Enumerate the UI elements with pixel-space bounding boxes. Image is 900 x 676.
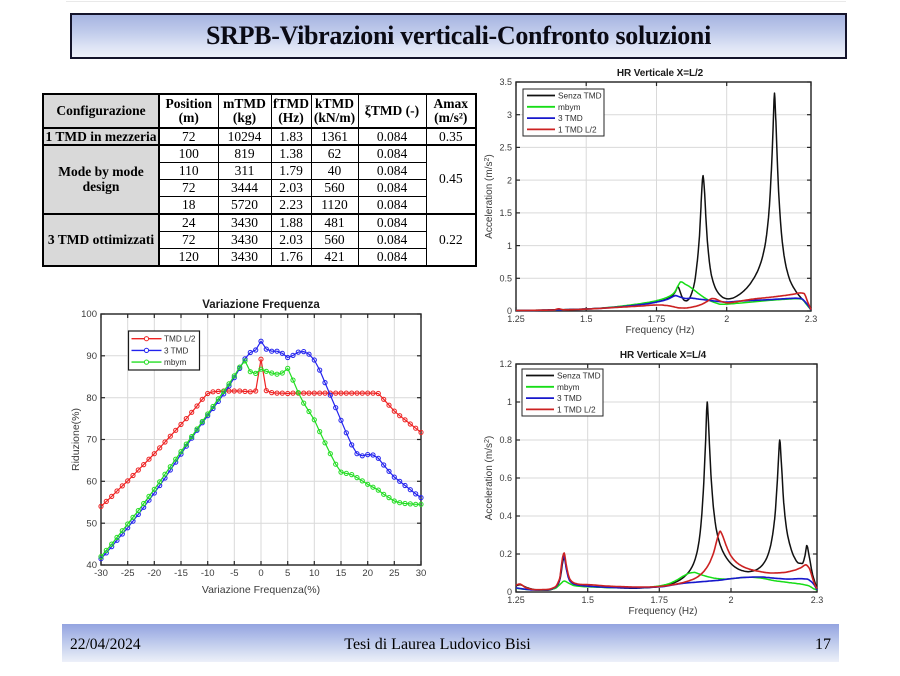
svg-text:0: 0 [507,587,512,597]
svg-text:1.5: 1.5 [581,595,594,605]
svg-text:mbym: mbym [164,358,186,367]
svg-text:3: 3 [507,110,512,120]
svg-text:0.6: 0.6 [499,473,512,483]
svg-text:TMD L/2: TMD L/2 [164,335,196,344]
svg-text:15: 15 [336,568,347,579]
svg-text:0.8: 0.8 [499,435,512,445]
svg-text:1.5: 1.5 [499,208,512,218]
svg-text:0.2: 0.2 [499,549,512,559]
svg-text:30: 30 [416,568,427,579]
svg-text:Riduzione(%): Riduzione(%) [70,408,82,471]
svg-text:20: 20 [362,568,373,579]
svg-text:-20: -20 [147,568,161,579]
svg-text:2: 2 [724,314,729,324]
svg-text:-30: -30 [94,568,108,579]
svg-text:1.2: 1.2 [499,359,512,369]
svg-text:0: 0 [507,306,512,316]
svg-text:1.75: 1.75 [651,595,669,605]
svg-text:2: 2 [728,595,733,605]
svg-text:2: 2 [507,175,512,185]
svg-text:1: 1 [507,397,512,407]
svg-text:40: 40 [86,560,97,571]
svg-text:3 TMD: 3 TMD [557,393,582,403]
svg-text:Senza TMD: Senza TMD [557,371,601,381]
svg-text:3 TMD: 3 TMD [164,346,189,355]
svg-text:3 TMD: 3 TMD [558,113,583,123]
svg-text:0: 0 [258,568,263,579]
svg-text:2.5: 2.5 [499,143,512,153]
svg-text:25: 25 [389,568,400,579]
svg-text:Frequency (Hz): Frequency (Hz) [629,606,698,617]
svg-text:1 TMD L/2: 1 TMD L/2 [557,404,596,414]
svg-text:1: 1 [507,241,512,251]
svg-text:-15: -15 [174,568,188,579]
svg-text:100: 100 [81,309,97,320]
svg-text:5: 5 [285,568,290,579]
svg-text:1.5: 1.5 [580,314,593,324]
svg-text:50: 50 [86,518,97,529]
svg-text:1.25: 1.25 [507,314,525,324]
svg-text:mbym: mbym [557,382,580,392]
svg-text:3.5: 3.5 [499,77,512,87]
svg-text:1 TMD L/2: 1 TMD L/2 [558,124,597,134]
svg-text:-10: -10 [201,568,215,579]
svg-text:2.3: 2.3 [805,314,818,324]
svg-text:0.4: 0.4 [499,511,512,521]
svg-text:60: 60 [86,477,97,488]
svg-text:mbym: mbym [558,102,581,112]
svg-text:Senza TMD: Senza TMD [558,91,602,101]
svg-text:Variazione Frequenza(%): Variazione Frequenza(%) [202,584,320,596]
svg-text:HR Verticale X=L/2: HR Verticale X=L/2 [617,68,704,79]
svg-text:2.3: 2.3 [811,595,824,605]
svg-text:1.75: 1.75 [648,314,666,324]
svg-text:80: 80 [86,393,97,404]
svg-text:Acceleration (m/s2): Acceleration (m/s2) [484,436,495,521]
svg-text:-25: -25 [121,568,135,579]
svg-text:Acceleration (m/s2): Acceleration (m/s2) [484,154,495,239]
svg-text:-5: -5 [230,568,238,579]
svg-text:Frequency (Hz): Frequency (Hz) [626,325,695,336]
svg-text:1.25: 1.25 [507,595,525,605]
svg-text:70: 70 [86,435,97,446]
svg-text:90: 90 [86,351,97,362]
svg-text:0.5: 0.5 [499,274,512,284]
svg-text:Variazione Frequenza: Variazione Frequenza [202,299,320,311]
svg-text:HR Verticale X=L/4: HR Verticale X=L/4 [620,350,707,361]
svg-text:10: 10 [309,568,320,579]
